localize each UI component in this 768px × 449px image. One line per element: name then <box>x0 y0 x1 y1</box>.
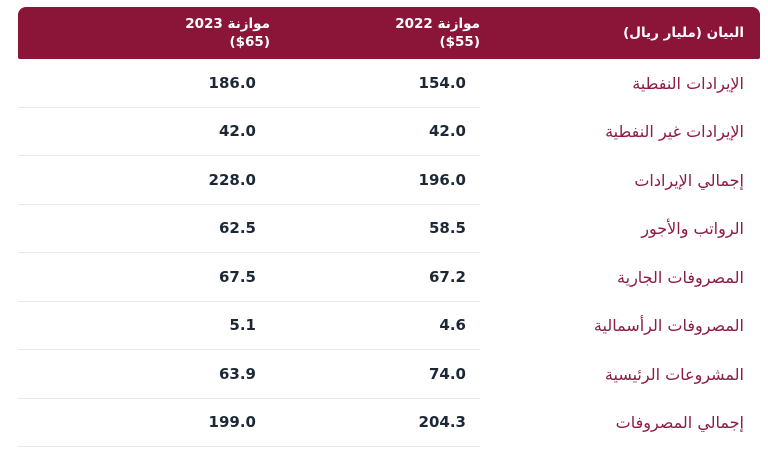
table-row: إجمالي المصروفات 204.3 199.0 <box>18 399 760 447</box>
row-label: الرواتب والأجور <box>641 219 744 239</box>
value-2022: 67.2 <box>270 253 480 302</box>
column-header-budget-2023: موازنة 2023 ($65) <box>18 15 270 51</box>
row-label: المصروفات الجارية <box>617 267 744 287</box>
budget-2023-oil-price: ($65) <box>229 34 270 50</box>
table-row: المصروفات الرأسمالية 4.6 5.1 <box>18 302 760 350</box>
row-label: الإيرادات النفطية <box>632 73 744 93</box>
table-row: الإيرادات غير النفطية 42.0 42.0 <box>18 108 760 156</box>
value-2023: 186.0 <box>18 59 270 108</box>
value-2022: 42.0 <box>270 108 480 156</box>
column-header-statement: البيان (مليار ريال) <box>623 24 744 41</box>
value-2023: 199.0 <box>18 399 270 447</box>
value-2023: 228.0 <box>18 156 270 205</box>
table-row: إجمالي الإيرادات 196.0 228.0 <box>18 156 760 205</box>
value-2023: 63.9 <box>18 350 270 399</box>
value-2022: 58.5 <box>270 205 480 253</box>
row-label: المصروفات الرأسمالية <box>593 316 744 336</box>
value-2023: 62.5 <box>18 205 270 253</box>
budget-table: البيان (مليار ريال) موازنة 2022 ($55) مو… <box>18 7 760 447</box>
value-2022: 196.0 <box>270 156 480 205</box>
budget-2022-oil-price: ($55) <box>439 34 480 50</box>
row-label: إجمالي الإيرادات <box>634 170 744 190</box>
column-header-budget-2022: موازنة 2022 ($55) <box>270 15 480 51</box>
value-2022: 74.0 <box>270 350 480 399</box>
value-2023: 42.0 <box>18 108 270 156</box>
row-label: المشروعات الرئيسية <box>604 364 744 384</box>
value-2023: 5.1 <box>18 302 270 350</box>
row-label: إجمالي المصروفات <box>615 413 744 433</box>
table-row: الإيرادات النفطية 154.0 186.0 <box>18 59 760 108</box>
table-row: الرواتب والأجور 58.5 62.5 <box>18 205 760 253</box>
value-2023: 67.5 <box>18 253 270 302</box>
table-row: المصروفات الجارية 67.2 67.5 <box>18 253 760 302</box>
value-2022: 204.3 <box>270 399 480 447</box>
budget-2022-title: موازنة 2022 <box>395 15 480 32</box>
row-label: الإيرادات غير النفطية <box>605 122 744 142</box>
table-header: البيان (مليار ريال) موازنة 2022 ($55) مو… <box>18 7 760 59</box>
table-row: المشروعات الرئيسية 74.0 63.9 <box>18 350 760 399</box>
value-2022: 154.0 <box>270 59 480 108</box>
budget-2023-title: موازنة 2023 <box>185 15 270 32</box>
value-2022: 4.6 <box>270 302 480 350</box>
